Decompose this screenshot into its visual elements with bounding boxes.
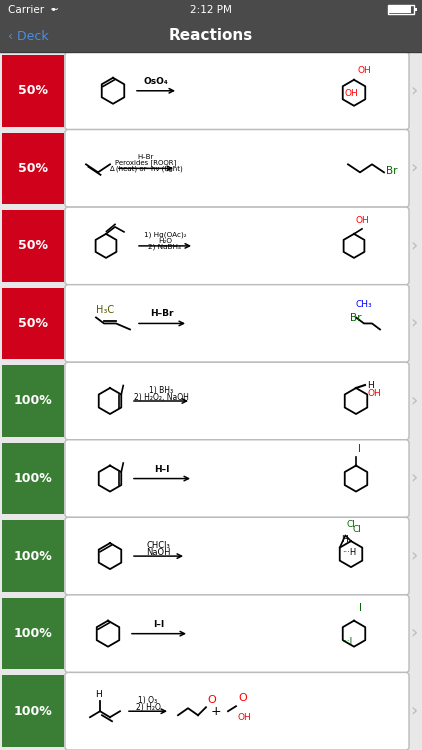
Text: I–I: I–I bbox=[153, 620, 165, 628]
FancyBboxPatch shape bbox=[65, 207, 409, 285]
Text: OH: OH bbox=[357, 66, 371, 75]
Bar bbox=[0, 0, 422, 20]
Text: Cl: Cl bbox=[352, 525, 361, 534]
Text: Reactions: Reactions bbox=[169, 28, 253, 44]
Text: ‹ Deck: ‹ Deck bbox=[8, 29, 49, 43]
Text: H–Br: H–Br bbox=[138, 154, 154, 160]
Text: H: H bbox=[341, 535, 348, 544]
Text: H₂O: H₂O bbox=[158, 238, 172, 244]
Text: 2) NaBH₄: 2) NaBH₄ bbox=[149, 244, 181, 250]
FancyBboxPatch shape bbox=[65, 440, 409, 518]
Text: H: H bbox=[367, 380, 374, 389]
Text: ›: › bbox=[411, 392, 418, 410]
Text: ›: › bbox=[411, 159, 418, 177]
Text: O: O bbox=[238, 693, 247, 703]
Text: Br: Br bbox=[350, 314, 362, 323]
FancyBboxPatch shape bbox=[65, 130, 409, 207]
FancyBboxPatch shape bbox=[65, 595, 409, 673]
FancyBboxPatch shape bbox=[65, 52, 409, 130]
Text: ›: › bbox=[411, 82, 418, 100]
Text: 100%: 100% bbox=[14, 472, 52, 485]
Text: 1) Hg(OAc)₂: 1) Hg(OAc)₂ bbox=[143, 232, 186, 238]
Text: 2:12 PM: 2:12 PM bbox=[190, 5, 232, 15]
Text: 50%: 50% bbox=[18, 162, 48, 175]
Bar bbox=[2, 598, 64, 670]
Text: 100%: 100% bbox=[14, 550, 52, 562]
Text: 100%: 100% bbox=[14, 705, 52, 718]
Bar bbox=[2, 442, 64, 514]
Bar bbox=[2, 520, 64, 592]
Text: ›: › bbox=[411, 547, 418, 565]
Text: ∆ (heat) or  hν (light): ∆ (heat) or hν (light) bbox=[109, 166, 183, 172]
Text: 50%: 50% bbox=[18, 317, 48, 330]
Text: 2) H₂O: 2) H₂O bbox=[135, 704, 160, 712]
FancyBboxPatch shape bbox=[65, 673, 409, 750]
Text: Cl: Cl bbox=[346, 520, 355, 530]
Text: O: O bbox=[207, 695, 216, 705]
Text: I: I bbox=[359, 603, 362, 613]
Text: I: I bbox=[358, 443, 361, 454]
FancyBboxPatch shape bbox=[65, 362, 409, 440]
Text: Peroxides [ROOR]: Peroxides [ROOR] bbox=[115, 160, 177, 166]
Bar bbox=[388, 5, 414, 14]
Text: OH: OH bbox=[345, 89, 359, 98]
Bar bbox=[2, 55, 64, 127]
Text: H₃C: H₃C bbox=[96, 305, 114, 316]
Text: OH: OH bbox=[355, 216, 369, 225]
Text: 1) O₃: 1) O₃ bbox=[138, 696, 157, 705]
Bar bbox=[414, 8, 417, 11]
Text: H–I: H–I bbox=[154, 464, 170, 473]
Text: 2) H₂O₂, NaOH: 2) H₂O₂, NaOH bbox=[133, 393, 189, 402]
Text: ›: › bbox=[411, 702, 418, 720]
Text: ···H: ···H bbox=[342, 548, 356, 557]
Text: NaOH: NaOH bbox=[146, 548, 171, 557]
Bar bbox=[0, 20, 422, 52]
Bar bbox=[2, 133, 64, 204]
Text: 50%: 50% bbox=[18, 84, 48, 98]
Text: OH: OH bbox=[238, 713, 252, 722]
Text: +: + bbox=[211, 705, 221, 718]
Text: H: H bbox=[95, 690, 101, 699]
Text: OH: OH bbox=[367, 388, 381, 398]
Text: OsO₄: OsO₄ bbox=[143, 76, 168, 86]
Text: 100%: 100% bbox=[14, 627, 52, 640]
Text: CHCl₃: CHCl₃ bbox=[146, 541, 170, 550]
Bar bbox=[2, 365, 64, 436]
Text: ›: › bbox=[411, 237, 418, 255]
Bar bbox=[389, 6, 411, 13]
Text: ›: › bbox=[411, 314, 418, 332]
Text: H–Br: H–Br bbox=[150, 310, 174, 319]
Text: ~: ~ bbox=[50, 5, 59, 15]
Text: ···I: ···I bbox=[341, 638, 352, 646]
Text: ›: › bbox=[411, 470, 418, 488]
Text: 100%: 100% bbox=[14, 394, 52, 407]
Text: 50%: 50% bbox=[18, 239, 48, 253]
FancyBboxPatch shape bbox=[65, 285, 409, 362]
Text: CH₃: CH₃ bbox=[356, 301, 372, 310]
Bar bbox=[2, 676, 64, 747]
Bar bbox=[2, 288, 64, 359]
Text: ›: › bbox=[411, 625, 418, 643]
Text: Br: Br bbox=[386, 166, 398, 176]
Text: 1) BH₃: 1) BH₃ bbox=[149, 386, 173, 395]
Bar bbox=[2, 210, 64, 282]
Text: Carrier  •: Carrier • bbox=[8, 5, 57, 15]
FancyBboxPatch shape bbox=[65, 518, 409, 595]
